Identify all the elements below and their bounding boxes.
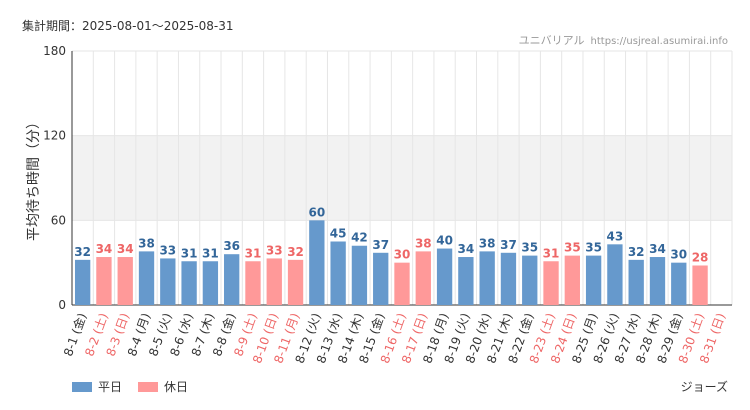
bar-value-label: 30	[670, 248, 687, 262]
bar-value-label: 42	[351, 231, 368, 245]
y-tick-label: 180	[43, 44, 66, 58]
legend-holiday[interactable]: 休日	[138, 378, 188, 395]
bar	[628, 259, 644, 305]
collection-period: 集計期間：2025-08-01〜2025-08-31	[22, 19, 234, 33]
bar-value-label: 35	[564, 241, 581, 255]
bar	[287, 259, 304, 305]
legend-weekday-label: 平日	[98, 380, 123, 394]
bar	[692, 265, 708, 305]
shaded-band	[72, 135, 732, 221]
bar-value-label: 60	[308, 205, 325, 219]
bar-value-label: 30	[394, 248, 411, 262]
bar-value-label: 40	[436, 234, 453, 248]
bar-value-label: 34	[117, 242, 134, 256]
bar	[522, 255, 538, 305]
y-tick-label: 60	[51, 213, 66, 227]
bar	[224, 254, 240, 305]
bar-value-label: 31	[543, 246, 560, 260]
legend: 平日 休日	[72, 378, 204, 395]
y-axis-title: 平均待ち時間（分）	[26, 115, 42, 241]
bar-value-label: 28	[692, 250, 709, 264]
bar	[585, 255, 602, 305]
legend-holiday-swatch	[138, 381, 159, 392]
source-credit: ユニバリアル https://usjreal.asumirai.info	[519, 32, 728, 48]
bar	[607, 244, 623, 305]
bar	[436, 248, 453, 305]
source-url[interactable]: https://usjreal.asumirai.info	[590, 36, 728, 47]
bar-value-label: 32	[287, 245, 304, 259]
bar-value-label: 32	[628, 245, 645, 259]
bar	[458, 257, 474, 305]
bar	[245, 261, 261, 305]
bar-value-label: 38	[415, 236, 432, 250]
y-tick-label: 120	[43, 129, 66, 143]
bar	[160, 258, 176, 305]
legend-weekday[interactable]: 平日	[72, 378, 122, 395]
bar	[500, 252, 517, 305]
bar-value-label: 34	[649, 242, 666, 256]
bar-value-label: 37	[372, 238, 389, 252]
bar	[138, 251, 155, 305]
source-name: ユニバリアル	[518, 34, 585, 47]
bar	[309, 220, 325, 305]
bar	[394, 262, 410, 305]
bar	[330, 241, 346, 305]
legend-weekday-swatch	[72, 381, 92, 392]
bar-value-label: 33	[159, 243, 176, 257]
bar	[181, 261, 197, 305]
bar	[415, 251, 431, 305]
bar-value-label: 45	[330, 227, 347, 241]
bar-value-label: 37	[500, 238, 517, 252]
bar	[96, 257, 112, 305]
bar	[266, 258, 282, 305]
bar-value-label: 34	[96, 242, 113, 256]
bar-value-label: 43	[607, 229, 624, 243]
bar-value-label: 36	[223, 239, 240, 253]
bar-value-label: 31	[181, 246, 198, 260]
legend-holiday-label: 休日	[164, 380, 189, 394]
bar-value-label: 38	[138, 236, 155, 250]
bar	[202, 261, 219, 305]
bar-value-label: 38	[479, 236, 496, 250]
bar	[543, 261, 559, 305]
bar	[373, 252, 389, 305]
bar-value-label: 31	[245, 246, 262, 260]
bar-value-label: 32	[74, 245, 91, 259]
bar	[564, 255, 580, 305]
attraction-name: ジョーズ	[680, 380, 728, 394]
y-tick-label: 0	[58, 298, 66, 312]
bar	[649, 257, 666, 305]
bar-value-label: 33	[266, 243, 283, 257]
bar	[351, 245, 368, 305]
bar	[479, 251, 495, 305]
bar-value-label: 35	[521, 241, 538, 255]
bar-value-label: 31	[202, 246, 219, 260]
bar-value-label: 34	[458, 242, 475, 256]
bar-value-label: 35	[585, 241, 602, 255]
bar	[117, 257, 133, 305]
bar	[671, 262, 687, 305]
bar	[74, 259, 91, 305]
